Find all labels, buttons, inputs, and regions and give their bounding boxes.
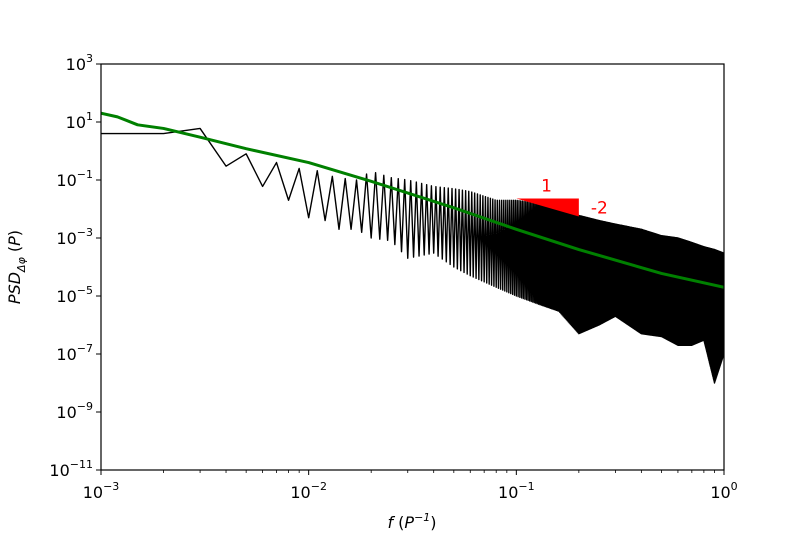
x-axis-label: f (P−1): [387, 511, 436, 532]
x-tick-label: 10−3: [83, 480, 120, 502]
y-axis: 10−11 10−9 10−7 10−5 10−3 10−1 101 103: [49, 52, 101, 480]
y-tick-label: 101: [66, 110, 93, 132]
x-axis: 10−3 10−2 10−1 100: [83, 470, 738, 502]
y-tick-label: 10−11: [49, 458, 93, 480]
y-tick-label: 10−9: [56, 400, 93, 422]
slope-rise-label: -2: [591, 199, 608, 219]
axes-frame: [100, 63, 725, 471]
smoothed-psd-series: [101, 111, 724, 289]
y-axis-label: PSDΔφ (P): [5, 230, 28, 304]
y-tick-label: 103: [66, 52, 93, 74]
annotations: 1 -2: [516, 177, 608, 219]
x-tick-label: 100: [710, 480, 737, 502]
y-tick-label: 10−7: [56, 342, 93, 364]
plot-content: [101, 111, 724, 384]
x-tick-label: 10−2: [290, 480, 327, 502]
x-tick-label: 10−1: [498, 480, 535, 502]
y-tick-label: 10−3: [56, 226, 93, 248]
slope-triangle: [516, 198, 579, 217]
y-tick-label: 10−1: [56, 168, 93, 190]
slope-run-label: 1: [541, 177, 552, 197]
y-tick-label: 10−5: [56, 284, 93, 306]
